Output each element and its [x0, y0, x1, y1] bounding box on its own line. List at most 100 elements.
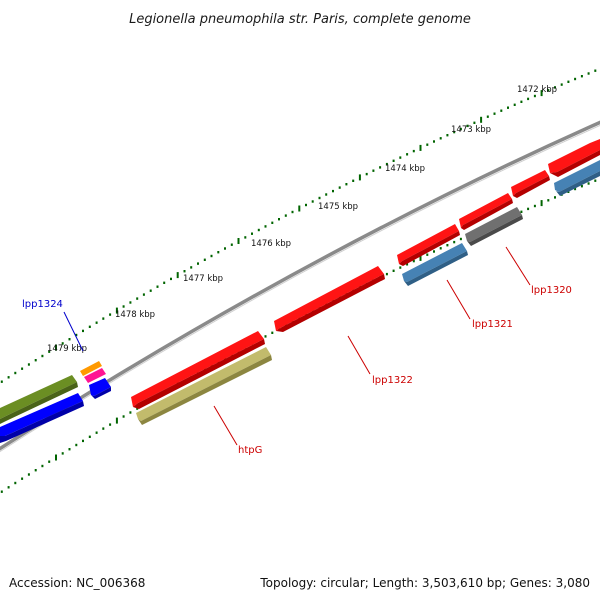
gene-label-lpp1324[interactable]: lpp1324 [22, 299, 63, 310]
inner-tick [554, 196, 556, 199]
gene-label-htpG[interactable]: htpG [238, 445, 262, 456]
gene-label-lpp1322[interactable]: lpp1322 [372, 375, 413, 386]
feature-cds-2[interactable] [511, 170, 550, 198]
feature-cds-4[interactable] [397, 224, 460, 266]
inner-tick [392, 269, 395, 272]
inner-tick [48, 460, 51, 463]
outer-tick [500, 109, 503, 112]
inner-tick [0, 490, 3, 493]
outer-tick [439, 137, 442, 140]
outer-tick [520, 100, 523, 103]
accession-text: Accession: NC_006368 [9, 576, 145, 590]
outer-tick [176, 272, 179, 279]
outer-tick [129, 301, 132, 304]
outer-tick [332, 189, 334, 193]
inner-tick [95, 431, 98, 434]
inner-tick [399, 266, 402, 269]
inner-tick [55, 454, 57, 461]
outer-tick [587, 72, 590, 75]
inner-tick [7, 486, 10, 489]
outer-tick [406, 153, 409, 156]
outer-tick [560, 83, 563, 86]
inner-tick [82, 439, 84, 443]
outer-tick [21, 367, 24, 370]
outer-tick [257, 228, 260, 232]
gene-label-lpp1321[interactable]: lpp1321 [472, 319, 513, 330]
gene-label-lpp1320[interactable]: lpp1320 [531, 285, 572, 296]
inner-tick [27, 473, 30, 476]
feature-cds-5[interactable] [131, 331, 265, 409]
feature-small-orange[interactable] [80, 361, 102, 376]
leader-lpp1320 [505, 246, 531, 286]
inner-tick [567, 190, 570, 193]
outer-tick [426, 143, 429, 146]
genome-backbone-shadow [0, 124, 600, 453]
outer-tick [14, 371, 17, 375]
inner-tick [587, 182, 590, 185]
outer-tick [392, 159, 395, 162]
outer-tick [554, 86, 556, 89]
outer-tick [61, 342, 64, 345]
outer-tick-ring [0, 69, 597, 383]
outer-tick [466, 124, 469, 128]
feature-steelblue-lpp1321[interactable] [402, 243, 468, 286]
feature-blue-lpp1324[interactable] [0, 393, 84, 443]
outer-tick [419, 144, 422, 151]
genome-backbone [0, 120, 600, 451]
outer-tick [88, 325, 91, 328]
outer-tick [284, 214, 287, 217]
outer-tick [325, 193, 328, 196]
outer-tick [156, 285, 159, 288]
inner-tick [520, 210, 523, 213]
outer-tick [197, 262, 199, 265]
outer-tick [574, 77, 577, 81]
tick-label-1475: 1475 kbp [318, 202, 358, 212]
feature-small-magenta[interactable] [84, 368, 106, 383]
outer-tick [55, 344, 57, 351]
inner-tick [136, 407, 139, 410]
inner-tick [88, 435, 91, 438]
inner-tick [412, 259, 415, 263]
inner-tick [129, 411, 132, 414]
outer-tick [513, 103, 516, 106]
outer-tick [567, 80, 570, 83]
inner-tick [453, 240, 456, 244]
feature-gray-lpp1320[interactable] [465, 207, 523, 246]
inner-tick [385, 272, 388, 276]
tick-label-1474: 1474 kbp [385, 164, 425, 174]
outer-tick [507, 106, 509, 109]
outer-tick [318, 196, 321, 200]
outer-tick [446, 134, 449, 137]
inner-tick [439, 247, 442, 250]
outer-tick [109, 313, 112, 316]
outer-tick [594, 69, 597, 72]
feature-khaki-htpG[interactable] [136, 347, 272, 425]
feature-cds-1[interactable] [548, 139, 600, 177]
feature-cds-olive[interactable] [0, 375, 78, 424]
inner-tick [109, 423, 112, 426]
tick-label-1477: 1477 kbp [183, 274, 223, 284]
outer-tick [7, 376, 10, 379]
inner-tick [68, 448, 71, 451]
feature-cds-3[interactable] [459, 193, 513, 230]
outer-tick [580, 75, 583, 78]
feature-cds-lpp1322[interactable] [274, 266, 385, 332]
outer-tick [547, 89, 550, 92]
inner-tick [34, 469, 37, 472]
outer-tick [399, 156, 402, 159]
inner-tick [406, 263, 409, 266]
outer-tick [48, 350, 51, 353]
outer-tick [190, 266, 193, 269]
outer-tick [27, 363, 30, 366]
outer-tick [291, 210, 294, 214]
feature-blue-small[interactable] [89, 378, 111, 399]
feature-steelblue-1[interactable] [554, 160, 600, 196]
outer-tick [75, 333, 78, 337]
outer-tick [251, 232, 253, 235]
tick-label-1479: 1479 kbp [47, 344, 87, 354]
outer-tick [527, 97, 530, 101]
outer-tick [278, 218, 280, 221]
outer-tick [271, 221, 274, 224]
